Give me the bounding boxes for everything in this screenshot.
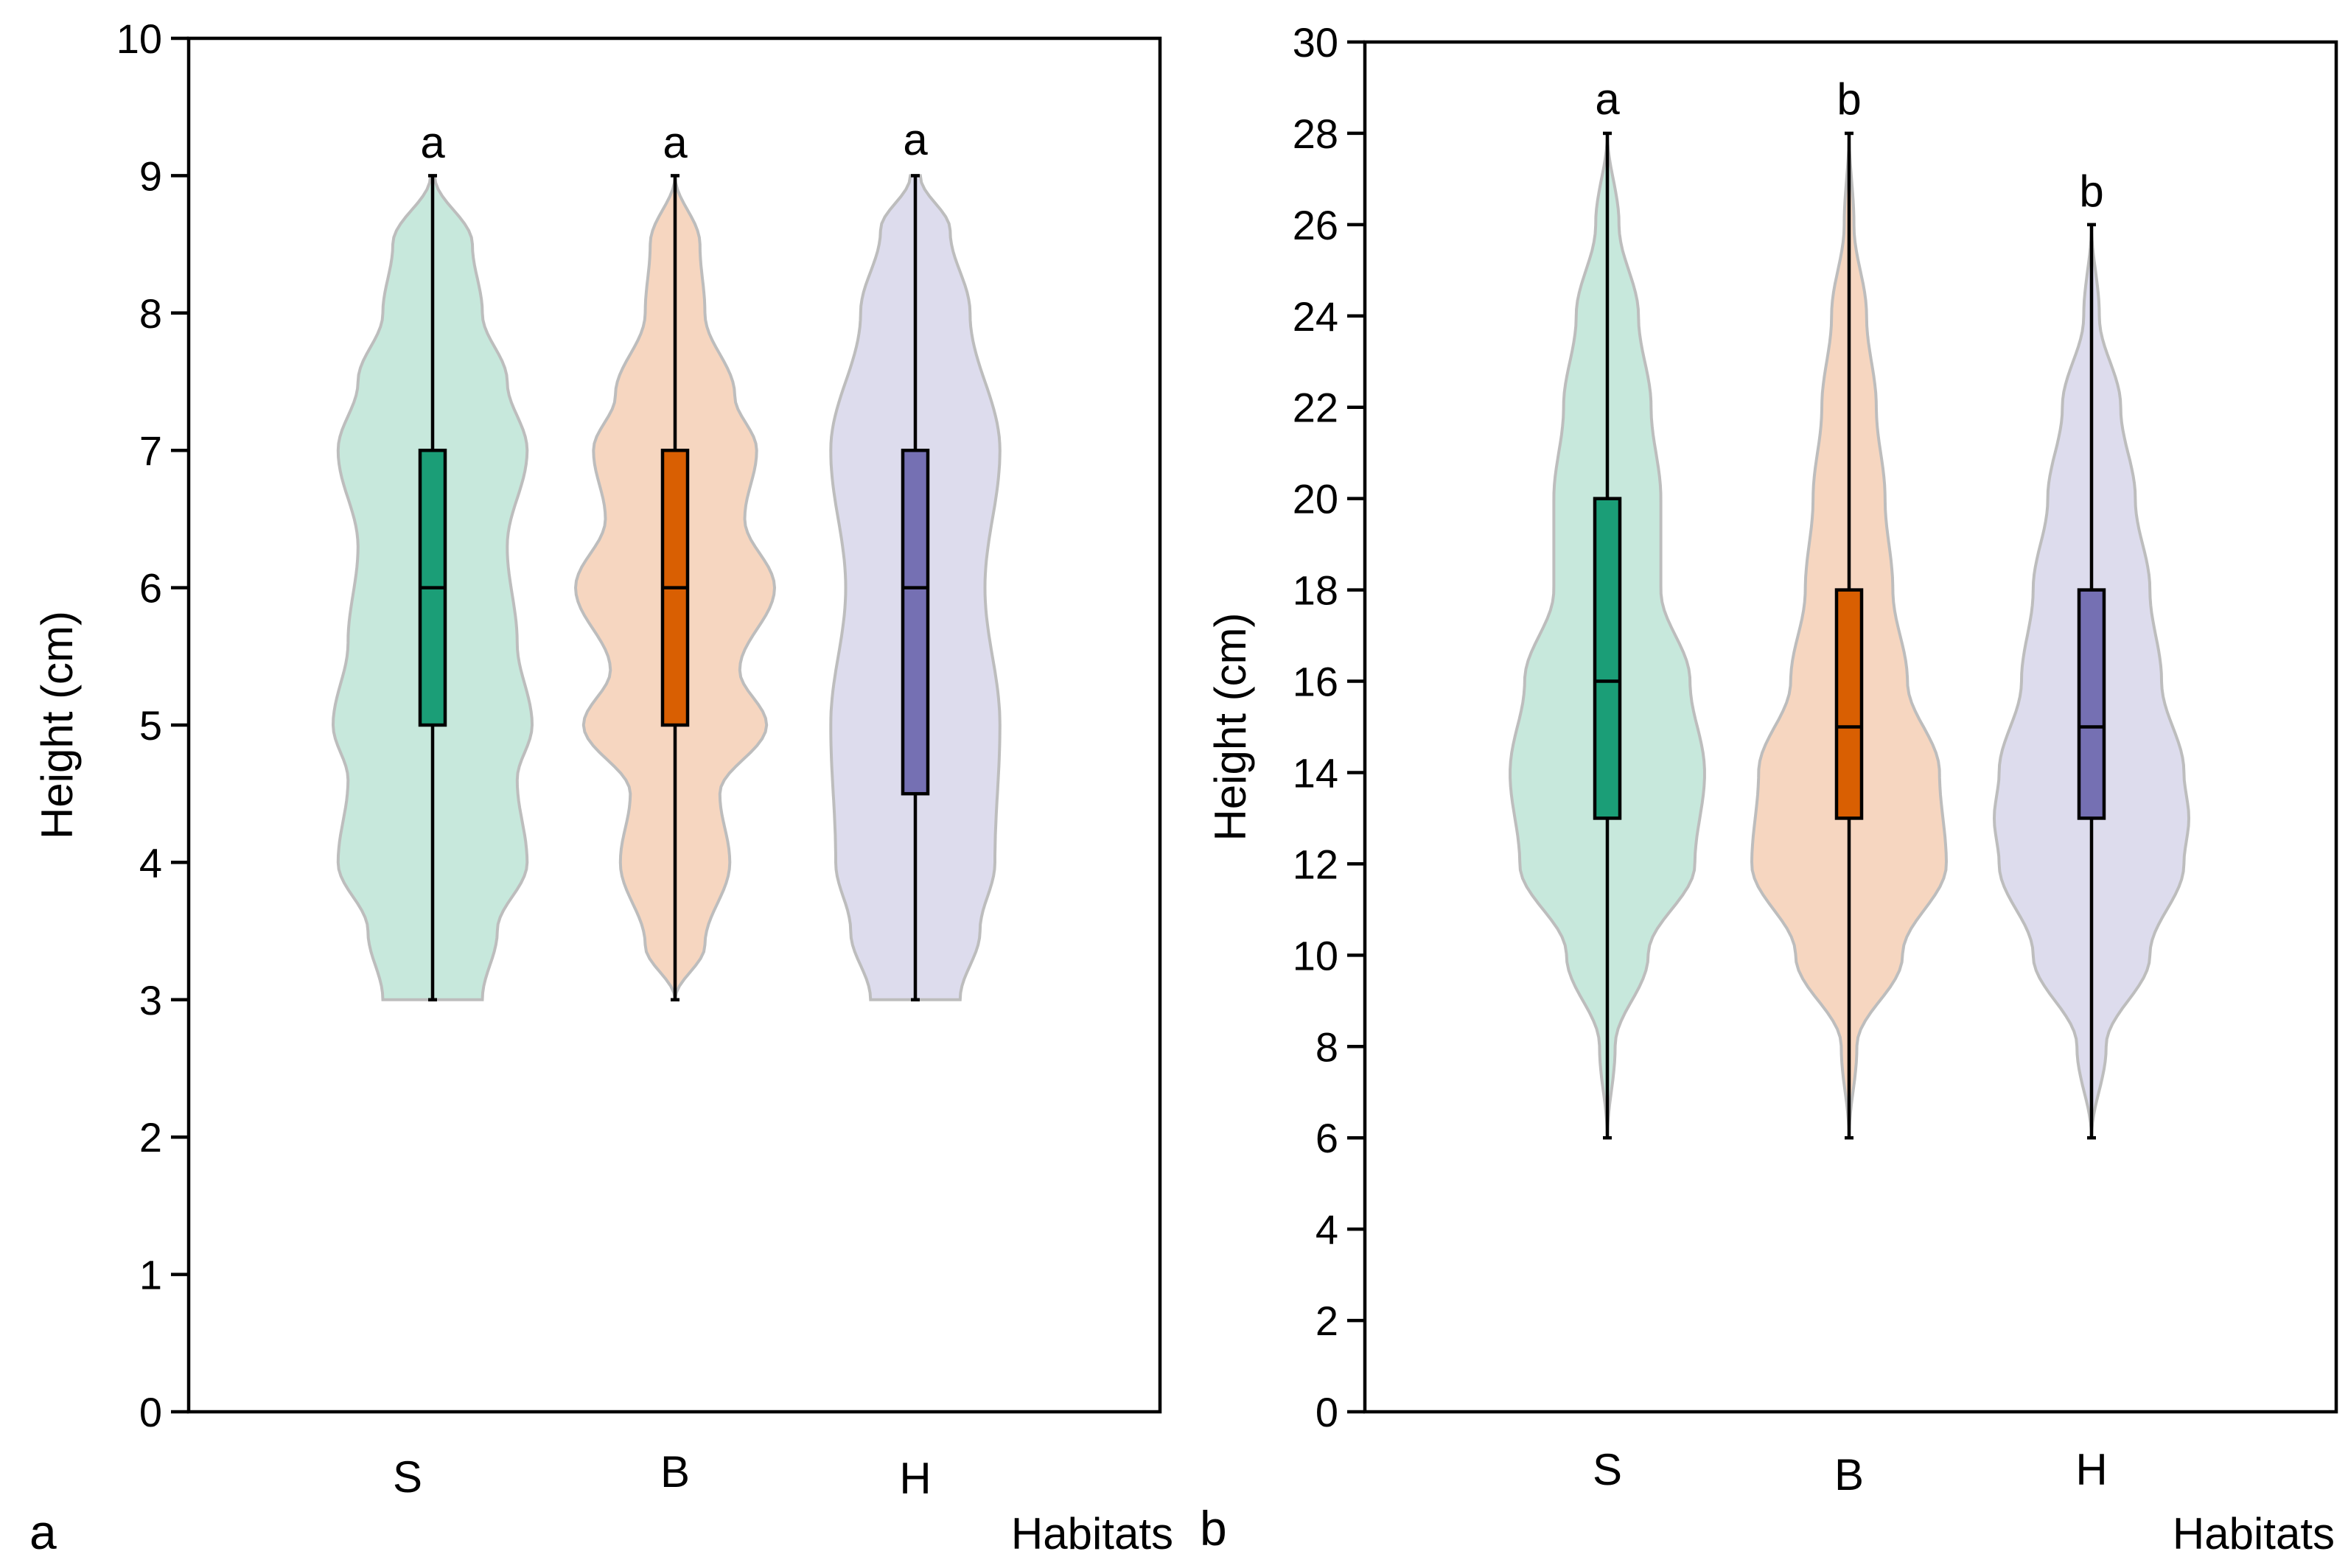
- y-tick-label: 12: [1293, 841, 1338, 887]
- panel-label: a: [29, 1505, 57, 1559]
- y-tick-label: 18: [1293, 567, 1338, 614]
- plot-frame: [1363, 40, 2338, 1414]
- y-tick-label: 0: [1315, 1389, 1338, 1435]
- category-label-H: H: [2075, 1445, 2107, 1494]
- y-axis-title: Height (cm): [32, 611, 82, 839]
- y-tick-label: 2: [139, 1114, 162, 1161]
- y-tick-label: 2: [1315, 1298, 1338, 1344]
- category-label-S: S: [1593, 1445, 1622, 1494]
- significance-letter-S: a: [420, 118, 445, 167]
- y-tick-label: 8: [1315, 1023, 1338, 1070]
- box-H: [901, 448, 930, 796]
- x-axis-title: Habitats: [2173, 1509, 2335, 1558]
- y-tick-label: 10: [116, 15, 162, 62]
- significance-letter-H: b: [2079, 167, 2103, 216]
- y-axis-title: Height (cm): [1206, 612, 1255, 841]
- x-axis-title: Habitats: [1011, 1509, 1173, 1558]
- y-tick-label: 8: [139, 290, 162, 337]
- box-B: [1834, 588, 1864, 820]
- y-tick-label: 20: [1293, 476, 1338, 522]
- panel-a: a Sa Ba H 0 1 2 3 4 5 6 7 8 9 10 Height (cm) Habitats a: [29, 15, 1173, 1559]
- y-tick-label: 0: [139, 1389, 162, 1435]
- y-tick-label: 22: [1293, 385, 1338, 431]
- y-tick-label: 5: [139, 702, 162, 749]
- y-tick-label: 6: [139, 565, 162, 612]
- significance-letter-B: a: [663, 118, 688, 167]
- y-tick-label: 30: [1293, 19, 1338, 66]
- box-S: [1593, 497, 1622, 820]
- y-tick-label: 1: [139, 1252, 162, 1298]
- y-tick-label: 10: [1293, 932, 1338, 979]
- y-tick-label: 9: [139, 153, 162, 199]
- y-tick-label: 24: [1293, 293, 1338, 340]
- panel-b: aSbBbH024681012141618202224262830Height …: [1200, 19, 2338, 1558]
- box-H: [2077, 588, 2106, 820]
- significance-letter-H: a: [903, 115, 928, 164]
- y-tick-label: 7: [139, 427, 162, 474]
- y-tick-label: 3: [139, 977, 162, 1023]
- panel-label: b: [1200, 1501, 1227, 1555]
- y-tick-label: 4: [1315, 1206, 1338, 1253]
- category-label-B: B: [660, 1447, 690, 1497]
- category-label-B: B: [1834, 1450, 1864, 1499]
- significance-letter-S: a: [1595, 74, 1620, 124]
- category-label-H: H: [899, 1454, 931, 1503]
- y-tick-label: 4: [139, 839, 162, 886]
- y-tick-label: 14: [1293, 749, 1338, 796]
- significance-letter-B: b: [1837, 74, 1861, 124]
- category-label-S: S: [393, 1452, 422, 1502]
- y-tick-label: 6: [1315, 1115, 1338, 1161]
- y-tick-label: 26: [1293, 202, 1338, 248]
- y-tick-label: 28: [1293, 111, 1338, 157]
- y-tick-label: 16: [1293, 659, 1338, 705]
